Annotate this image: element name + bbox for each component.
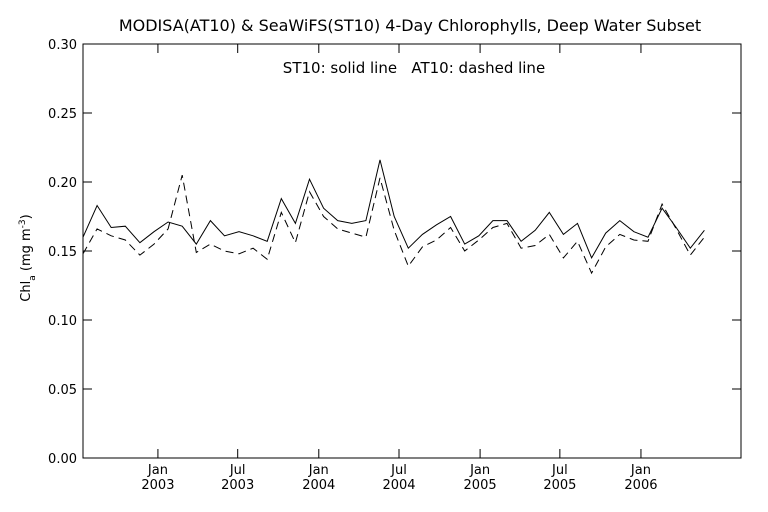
x-tick-year: 2004 xyxy=(382,478,415,493)
y-tick-label: 0.25 xyxy=(48,107,77,122)
x-tick-year: 2006 xyxy=(624,478,657,493)
series-at10-line xyxy=(82,174,705,275)
y-label-close: ) xyxy=(19,214,34,219)
y-tick-label: 0.30 xyxy=(48,38,77,53)
x-tick-month: Jan xyxy=(469,463,490,478)
y-label-subscript: a xyxy=(28,275,38,281)
y-label-superscript: -3 xyxy=(18,219,28,228)
x-tick-month: Jan xyxy=(630,463,651,478)
x-tick-year: 2005 xyxy=(464,478,497,493)
x-tick-month: Jan xyxy=(147,463,168,478)
x-tick-year: 2004 xyxy=(302,478,335,493)
y-tick-label: 0.15 xyxy=(48,245,77,260)
y-tick-label: 0.20 xyxy=(48,176,77,191)
y-tick-label: 0.10 xyxy=(48,314,77,329)
y-axis-label: Chla (mg m-3) xyxy=(18,214,38,301)
series-layer xyxy=(82,159,705,275)
x-axis: Jan2003Jul2003Jan2004Jul2004Jan2005Jul20… xyxy=(141,44,658,493)
y-tick-label: 0.05 xyxy=(48,383,77,398)
chart-annotation: ST10: solid line AT10: dashed line xyxy=(283,59,545,77)
x-tick-year: 2003 xyxy=(221,478,254,493)
plot-frame xyxy=(82,43,742,459)
x-tick-month: Jul xyxy=(229,463,246,478)
x-tick-year: 2005 xyxy=(543,478,576,493)
y-tick-label: 0.00 xyxy=(48,452,77,467)
x-tick-month: Jul xyxy=(551,463,568,478)
y-label-unit: (mg m xyxy=(19,228,34,275)
x-tick-month: Jan xyxy=(308,463,329,478)
x-tick-month: Jul xyxy=(390,463,407,478)
x-tick-year: 2003 xyxy=(141,478,174,493)
y-axis: 0.00 0.05 0.10 0.15 0.20 0.25 0.30 xyxy=(48,38,741,467)
y-label-main: Chl xyxy=(19,281,34,302)
series-st10-line xyxy=(82,159,705,260)
chart-title: MODISA(AT10) & SeaWiFS(ST10) 4-Day Chlor… xyxy=(119,16,701,35)
